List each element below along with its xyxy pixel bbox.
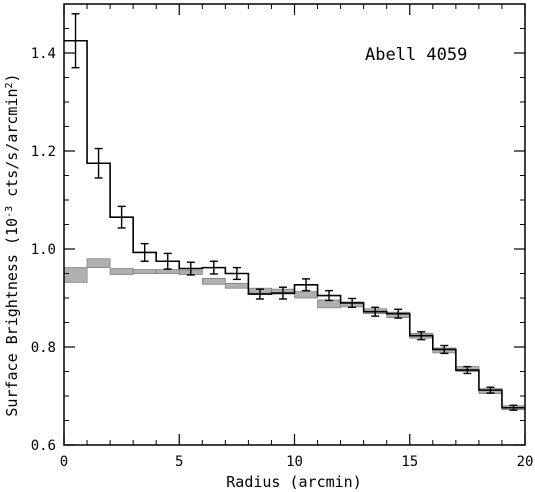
model-band-segment [155, 269, 180, 274]
error-bar [486, 386, 495, 394]
y-axis-title-main: Surface Brightness (10 [3, 218, 21, 417]
model-band-segment [86, 258, 111, 269]
error-bar [325, 289, 334, 302]
error-bar [348, 297, 357, 309]
error-bar [509, 404, 518, 411]
error-bar [163, 252, 172, 270]
model-band-segment [201, 277, 226, 285]
y-tick-label: 0.8 [31, 340, 56, 356]
y-axis-title-exp: -3 [4, 206, 15, 218]
error-bar [371, 306, 380, 317]
x-tick-label: 15 [401, 454, 418, 470]
chart-annotation: Abell 4059 [365, 45, 467, 65]
y-axis-title-exp2: 2 [4, 82, 15, 88]
error-bar [394, 308, 403, 319]
error-bar [278, 286, 287, 300]
model-band-segment [63, 267, 88, 283]
model-band-segment [294, 291, 318, 299]
y-tick-label: 1.2 [31, 144, 56, 160]
x-tick-label: 10 [286, 454, 303, 470]
model-band-segment [109, 268, 134, 275]
model-band-segment [224, 282, 249, 289]
error-bar [255, 288, 264, 300]
error-bar [140, 242, 149, 262]
plot-frame [63, 3, 526, 446]
x-tick-label: 5 [175, 454, 183, 470]
error-bar [117, 205, 126, 229]
error-bar [417, 331, 426, 341]
error-bar [440, 344, 449, 355]
error-bar [232, 266, 241, 281]
model-band-segment [132, 269, 157, 274]
y-axis-title: Surface Brightness (10-3 cts/s/arcmin2) [3, 73, 21, 416]
x-axis-title: Radius (arcmin) [226, 473, 361, 491]
y-tick-label: 0.6 [31, 438, 56, 454]
error-bar [463, 365, 472, 375]
error-bar [302, 278, 311, 292]
x-tick-label: 0 [60, 454, 68, 470]
error-bar [94, 147, 103, 179]
error-bar-group [71, 13, 518, 411]
y-axis-title-mid: cts/s/arcmin [3, 88, 21, 205]
tick-labels-group: 0 5 10 15 20 0.6 0.8 1.0 1.2 1.4 [31, 46, 534, 470]
error-bar [209, 260, 218, 275]
error-bar [186, 261, 195, 276]
y-tick-label: 1.4 [31, 46, 56, 62]
y-axis-title-end: ) [3, 73, 21, 82]
error-bar [71, 13, 80, 69]
x-tick-label: 20 [517, 454, 534, 470]
y-tick-label: 1.0 [31, 242, 56, 258]
